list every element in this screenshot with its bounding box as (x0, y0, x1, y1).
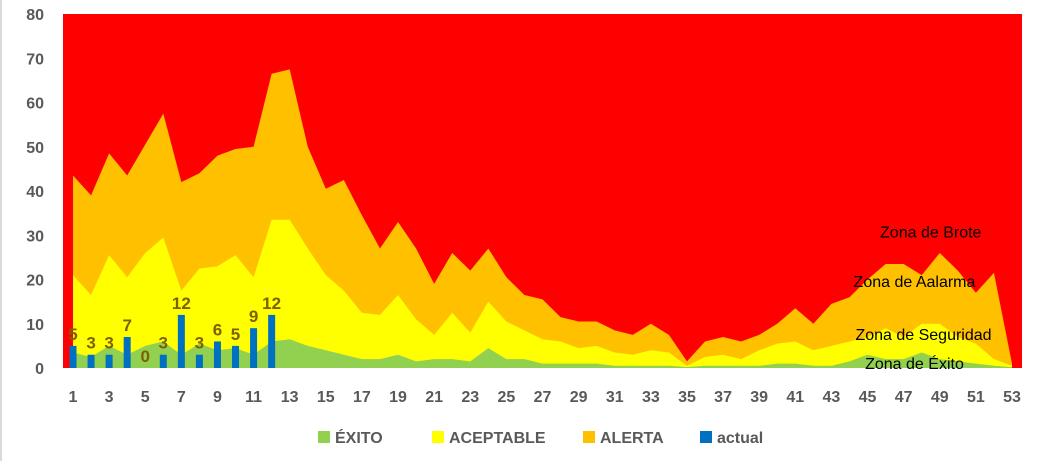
bar-actual (213, 341, 221, 368)
x-tick-label: 53 (1003, 389, 1021, 406)
bar-actual (195, 354, 203, 368)
x-tick-label: 41 (786, 389, 804, 406)
legend-swatch (700, 431, 712, 443)
x-tick-label: 17 (353, 389, 371, 406)
legend-label: ÉXITO (335, 428, 383, 447)
y-axis-ticks: 0 10 20 30 40 50 60 70 80 (26, 7, 44, 378)
x-tick-label: 11 (245, 389, 262, 406)
data-label: 12 (172, 294, 191, 313)
zone-annotation: Zona de Éxito (865, 354, 964, 373)
x-tick-label: 3 (105, 389, 114, 406)
bar-actual (177, 314, 185, 368)
legend-label: ACEPTABLE (449, 430, 546, 447)
y-tick-label: 30 (26, 228, 44, 245)
y-tick-label: 60 (26, 96, 44, 113)
y-tick-label: 70 (26, 51, 44, 68)
x-tick-label: 31 (606, 389, 624, 406)
data-label: 3 (104, 334, 113, 353)
x-tick-label: 39 (750, 389, 768, 406)
y-tick-label: 80 (26, 7, 44, 24)
x-axis-ticks: 1 3 5 7 9 11 13 15 17 19 21 23 25 27 29 31 33 35 37 39 41 43 4… (69, 389, 1021, 406)
bar-actual (105, 354, 113, 368)
data-label: 3 (195, 334, 204, 353)
x-tick-label: 9 (213, 389, 222, 406)
area--xito (73, 339, 1012, 368)
x-tick-label: 15 (317, 389, 335, 406)
legend: ÉXITO ACEPTABLE ALERTA actual (318, 428, 763, 447)
data-label: 6 (213, 320, 222, 339)
legend-swatch (318, 431, 330, 443)
x-tick-label: 35 (678, 389, 696, 406)
x-tick-label: 23 (461, 389, 479, 406)
zone-annotation: Zona de Seguridad (855, 327, 991, 344)
x-tick-label: 7 (177, 389, 186, 406)
x-tick-label: 47 (895, 389, 913, 406)
x-tick-label: 13 (281, 389, 299, 406)
x-tick-label: 5 (141, 389, 150, 406)
x-tick-label: 1 (69, 389, 78, 406)
y-tick-label: 10 (26, 317, 44, 334)
x-tick-label: 51 (967, 389, 985, 406)
legend-swatch (583, 431, 595, 443)
zone-annotation: Zona de Aalarma (854, 274, 976, 291)
bar-actual (123, 337, 131, 368)
x-tick-label: 29 (570, 389, 588, 406)
zone-annotation: Zona de Brote (880, 224, 982, 241)
x-tick-label: 19 (389, 389, 407, 406)
data-label: 5 (231, 325, 240, 344)
bar-actual (268, 314, 276, 368)
x-tick-label: 33 (642, 389, 660, 406)
y-tick-label: 40 (26, 184, 44, 201)
data-label: 0 (140, 347, 149, 366)
data-label: 3 (86, 334, 95, 353)
data-label: 3 (159, 334, 168, 353)
area-layers (73, 69, 1012, 368)
y-tick-label: 50 (26, 140, 44, 157)
bar-series-actual (69, 314, 276, 368)
zone-annotations: Zona de Brote Zona de Aalarma Zona de Segu… (854, 224, 992, 372)
bar-actual (87, 354, 95, 368)
x-tick-label: 49 (931, 389, 949, 406)
x-tick-label: 43 (823, 389, 841, 406)
legend-swatch (432, 431, 444, 443)
y-tick-label: 0 (35, 361, 44, 378)
y-tick-label: 20 (26, 273, 44, 290)
bar-actual (232, 345, 240, 368)
chart-border (0, 0, 2, 461)
x-tick-label: 45 (859, 389, 877, 406)
x-tick-label: 25 (497, 389, 515, 406)
data-label: 9 (249, 307, 258, 326)
area-aceptable (73, 219, 1012, 368)
x-tick-label: 27 (534, 389, 552, 406)
bar-actual (250, 328, 258, 368)
data-label: 12 (262, 294, 281, 313)
legend-label: ALERTA (600, 430, 664, 447)
bar-actual (159, 354, 167, 368)
data-label: 5 (68, 325, 77, 344)
x-tick-label: 37 (714, 389, 732, 406)
bar-actual (69, 345, 77, 368)
legend-label: actual (717, 430, 763, 447)
x-tick-label: 21 (425, 389, 443, 406)
data-label: 7 (122, 316, 131, 335)
